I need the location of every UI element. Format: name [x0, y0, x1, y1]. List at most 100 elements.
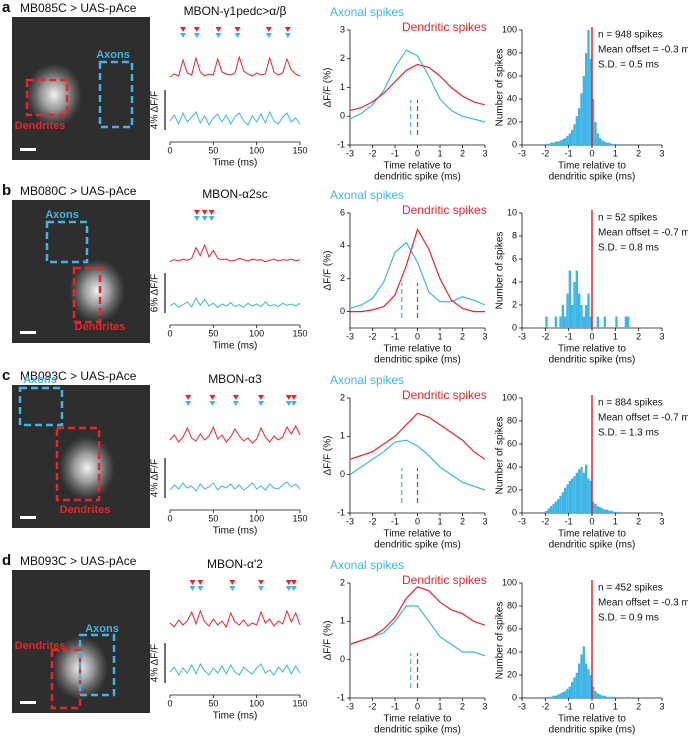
y-tick-label: 80 [507, 415, 517, 425]
histogram-bar [564, 487, 567, 513]
spike-marker [180, 33, 186, 38]
x-tick-label: -2 [368, 331, 376, 341]
y-tick-label: 100 [502, 577, 517, 587]
histogram-bar [617, 511, 620, 513]
histogram-bar [550, 696, 553, 698]
y-axis-label: Number of spikes [495, 602, 506, 680]
trace-title: MBON-γ1pedc>α/β [184, 4, 287, 18]
histogram-bar [580, 654, 583, 698]
legend-entry: Dendritic spikes [402, 20, 487, 34]
y-tick-label: 1 [340, 616, 345, 626]
stats-annotation: Mean offset = -0.7 ms [598, 413, 688, 424]
histogram-bar [566, 484, 569, 513]
average-line [349, 63, 486, 112]
histogram-bar [561, 305, 564, 328]
legend-entry: Dendritic spikes [402, 573, 487, 587]
x-axis-label: dendritic spike (ms) [549, 725, 636, 736]
x-tick-label: -2 [541, 701, 549, 711]
x-tick-label: -1 [565, 701, 573, 711]
y-axis-label: ΔF/F (%) [323, 67, 334, 107]
histogram-bar [554, 316, 557, 328]
spike-marker [185, 395, 192, 400]
x-tick-label: 0 [415, 516, 420, 526]
y-tick-label: 6 [340, 207, 345, 217]
x-tick-label: -3 [518, 148, 526, 158]
x-tick-label: 0 [589, 331, 594, 341]
y-tick-label: 10 [507, 207, 517, 217]
x-tick-label: 3 [482, 331, 487, 341]
y-tick-label: 2 [512, 299, 517, 309]
x-tick-label: 0 [589, 148, 594, 158]
histogram-bar [550, 142, 553, 145]
x-axis-label: Time relative to [558, 161, 626, 172]
x-tick-label: 2 [636, 701, 641, 711]
dendritic-trace [169, 424, 301, 444]
histogram-bar [568, 480, 571, 513]
x-tick-label: 2 [636, 516, 641, 526]
histogram-bar [564, 138, 567, 145]
x-axis-label: dendritic spike (ms) [549, 540, 636, 551]
histogram-bar [592, 501, 595, 513]
histogram-bar [587, 293, 590, 328]
histogram-bar [571, 130, 574, 145]
stats-annotation: S.D. = 0.8 ms [598, 243, 659, 254]
histogram-bar [594, 122, 597, 145]
dendrite-label: Dendrites [60, 504, 111, 516]
y-tick-label: 60 [507, 438, 517, 448]
histogram-bar [585, 53, 588, 145]
y-tick-label: 2 [340, 273, 345, 283]
histogram-bar [589, 58, 592, 145]
y-tick-label: 4 [512, 276, 517, 286]
axon-box [45, 220, 89, 264]
x-tick-label: 1 [613, 701, 618, 711]
x-tick-label: 3 [482, 701, 487, 711]
y-axis-label: ΔF/F (%) [323, 250, 334, 290]
histogram-bar [571, 305, 574, 328]
histogram-bar [568, 270, 571, 328]
spike-marker [180, 27, 186, 32]
legend-entry: Axonal spikes [330, 5, 404, 19]
spike-marker [229, 586, 236, 591]
histogram-bar [585, 464, 588, 513]
histogram-bar [596, 133, 599, 145]
x-axis-label: dendritic spike (ms) [549, 355, 636, 366]
x-axis-label: Time relative to [558, 714, 626, 725]
average-line [349, 412, 486, 460]
spike-marker [265, 33, 272, 38]
x-tick-label: -2 [368, 701, 376, 711]
stats-annotation: n = 52 spikes [598, 213, 657, 224]
trace-title: MBON-α2sc [202, 187, 268, 201]
spike-marker [185, 401, 192, 406]
y-tick-label: 4 [340, 240, 345, 250]
histogram-bar [608, 510, 611, 513]
y-tick-label: 60 [507, 623, 517, 633]
spike-marker [208, 216, 215, 221]
scale-bar [20, 148, 36, 151]
dendritic-trace [169, 609, 301, 629]
x-tick-label: -2 [541, 516, 549, 526]
spike-marker [197, 580, 204, 585]
axon-label: Axons [96, 49, 130, 61]
histogram-bar [585, 663, 588, 698]
x-tick-label: -3 [346, 516, 354, 526]
histogram-bar [592, 686, 595, 698]
histogram-bar [573, 677, 576, 698]
histogram-bar [554, 695, 557, 698]
x-tick-label: -3 [518, 331, 526, 341]
y-tick-label: 80 [507, 600, 517, 610]
spike-marker [189, 586, 196, 591]
x-tick-label: 0 [167, 145, 172, 155]
histogram-bar [596, 316, 599, 328]
stats-annotation: S.D. = 0.9 ms [598, 613, 659, 624]
average-line [349, 605, 486, 657]
y-tick-label: 0 [512, 322, 517, 332]
histogram-bar [606, 142, 609, 145]
histogram-bar [566, 135, 569, 145]
spike-marker [290, 586, 297, 591]
histogram-bar [589, 675, 592, 698]
spike-marker [290, 395, 297, 400]
stats-annotation: Mean offset = -0.3 ms [598, 598, 688, 609]
x-tick-label: 2 [636, 148, 641, 158]
histogram-bar [613, 143, 616, 145]
